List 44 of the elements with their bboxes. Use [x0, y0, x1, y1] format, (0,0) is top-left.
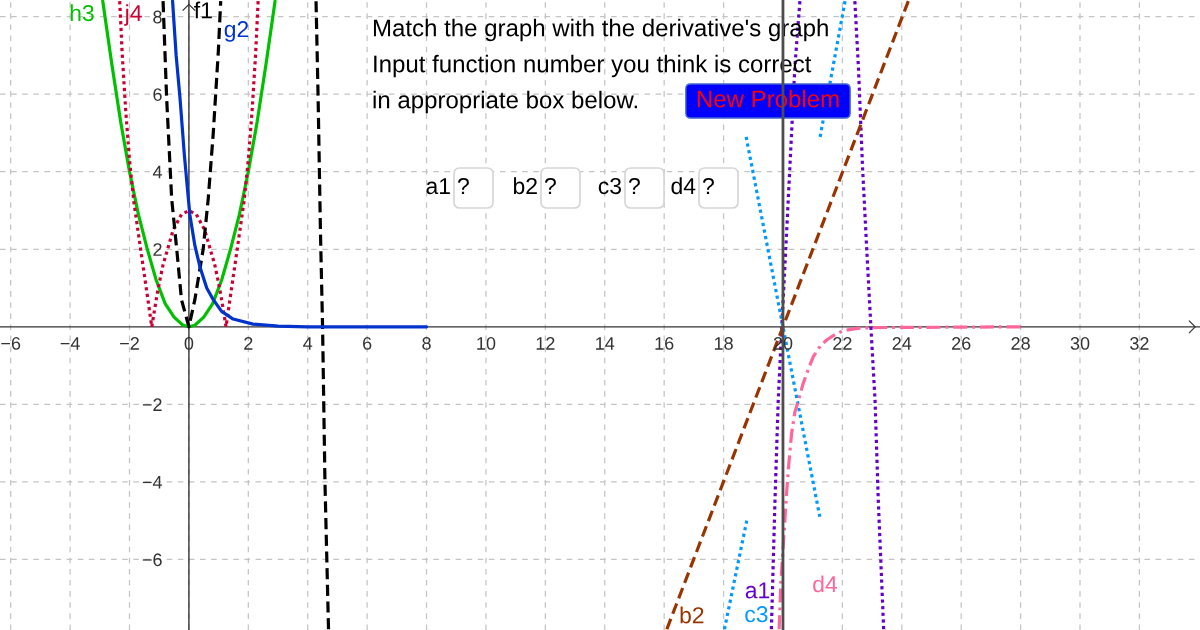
series-label: c3	[745, 606, 768, 623]
line-series	[101, 0, 277, 329]
x-tick-label: 2	[244, 337, 253, 350]
series-label: b2	[680, 606, 704, 624]
annotation: c3	[598, 177, 621, 195]
annotation: b2	[513, 177, 537, 195]
series-label: f1	[194, 1, 212, 19]
y-tick-label: 4	[152, 165, 162, 179]
x-tick-label: 32	[1130, 337, 1149, 350]
annotation: ?	[544, 177, 556, 194]
x-tick-label: 26	[952, 337, 971, 350]
x-tick-label: 8	[422, 337, 431, 350]
annotation: ?	[628, 177, 640, 194]
annotation: ?	[702, 177, 714, 194]
annotation: in appropriate box below.	[373, 90, 637, 114]
x-tick-label: 28	[1011, 337, 1030, 350]
y-tick-label: −6	[142, 553, 162, 567]
text: g2	[224, 21, 249, 42]
x-tick-label: 16	[655, 337, 674, 350]
annotation: d4	[671, 177, 696, 195]
series-label: d4	[813, 575, 838, 593]
series-label: j4	[124, 4, 142, 26]
series-label: h3	[70, 4, 94, 22]
x-tick-label: 6	[363, 337, 372, 350]
annotation: ?	[457, 177, 469, 194]
x-tick-label: −4	[60, 337, 80, 350]
x-tick-label: 10	[477, 337, 496, 350]
y-tick-label: 6	[153, 88, 162, 101]
x-tick-label: −2	[120, 337, 139, 350]
y-tick-label: −4	[142, 476, 162, 489]
y-tick-label: 8	[153, 10, 162, 24]
x-tick-label: 24	[892, 337, 912, 350]
x-tick-label: 30	[1070, 337, 1090, 350]
line-series	[118, 0, 260, 329]
x-tick-label: 14	[596, 337, 615, 350]
annotation: a1	[426, 178, 450, 195]
x-tick-label: −6	[1, 337, 21, 350]
x-tick-label: 12	[536, 337, 555, 350]
y-tick-label: 2	[153, 243, 162, 256]
series-label: a1	[745, 582, 770, 599]
x-tick-label: 4	[303, 337, 313, 350]
y-tick-label: −2	[142, 398, 162, 411]
x-tick-label: 22	[833, 337, 852, 350]
x-tick-label: 18	[714, 337, 733, 350]
